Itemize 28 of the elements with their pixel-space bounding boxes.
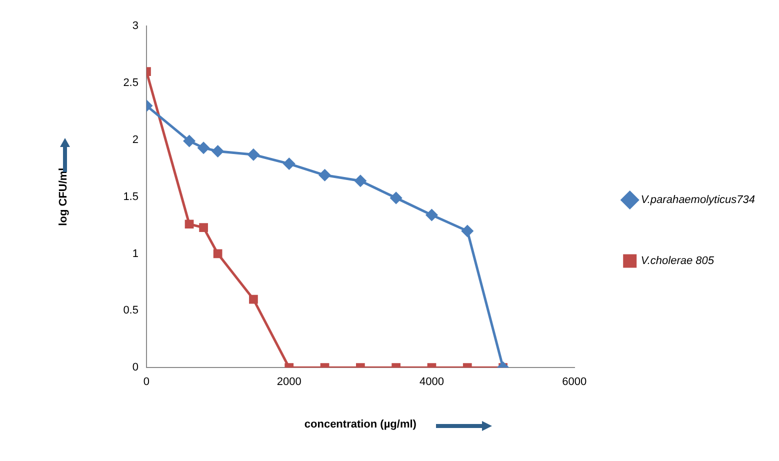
x-tick-label: 2000 — [276, 376, 302, 388]
y-tick-label: 1.5 — [123, 190, 138, 203]
y-tick-label: 2 — [132, 134, 138, 146]
y-tick-label: 1 — [132, 248, 138, 260]
y-tick-label: 2.5 — [123, 76, 138, 89]
x-tick-label: 4000 — [419, 376, 444, 388]
y-tick-label: 0.5 — [123, 304, 138, 317]
legend-label: V.parahaemolyticus734 — [640, 194, 756, 206]
point — [199, 223, 208, 232]
x-tick-label: 6000 — [562, 376, 587, 388]
point — [198, 142, 210, 154]
x-tick-label: 0 — [143, 376, 150, 388]
point — [354, 175, 366, 187]
y-tick-label: 0 — [132, 362, 138, 374]
point — [319, 169, 331, 181]
point — [462, 225, 474, 237]
point — [248, 148, 260, 160]
point — [184, 135, 196, 147]
point — [212, 146, 224, 158]
point — [390, 192, 402, 204]
point — [426, 209, 438, 221]
x-axis-title: concentration (µg/ml) — [304, 418, 417, 430]
legend-label: V.cholerae 805 — [640, 255, 715, 268]
y-tick-label: 3 — [132, 20, 138, 32]
point — [184, 220, 194, 229]
point — [249, 294, 258, 304]
point — [283, 158, 295, 170]
point — [213, 249, 222, 258]
